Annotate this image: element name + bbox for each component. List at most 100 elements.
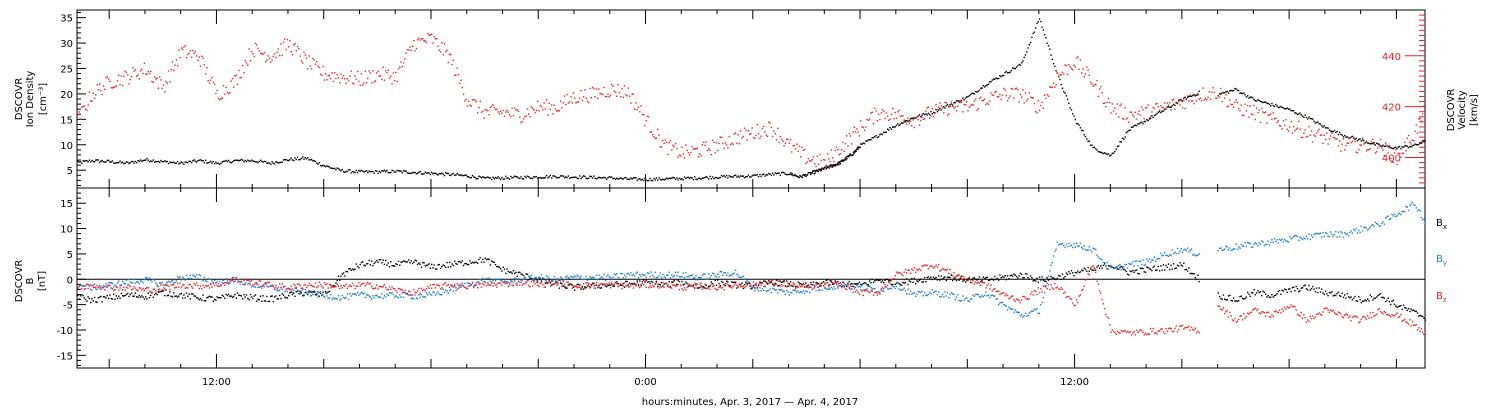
data-point xyxy=(634,177,636,179)
data-point xyxy=(180,47,183,49)
data-point xyxy=(1262,290,1264,292)
data-point xyxy=(990,295,992,297)
data-point xyxy=(466,288,469,290)
data-point xyxy=(1151,259,1153,261)
data-point xyxy=(960,101,963,104)
data-point xyxy=(238,294,240,296)
data-point xyxy=(1077,123,1079,125)
data-point xyxy=(250,280,253,282)
data-point xyxy=(1126,130,1129,133)
data-point xyxy=(201,55,203,57)
data-point xyxy=(810,173,812,176)
data-point xyxy=(1197,274,1199,276)
data-point xyxy=(968,106,970,108)
data-point xyxy=(1194,95,1196,97)
data-point xyxy=(1244,94,1246,96)
data-point xyxy=(1239,92,1241,94)
data-point xyxy=(162,287,165,289)
data-point xyxy=(754,174,756,176)
data-point xyxy=(857,283,859,285)
data-point xyxy=(1257,112,1259,114)
data-point xyxy=(817,283,820,285)
data-point xyxy=(602,283,604,285)
data-point xyxy=(1197,93,1199,95)
data-point xyxy=(300,290,303,292)
data-point xyxy=(746,176,748,178)
data-point xyxy=(128,83,130,85)
data-point xyxy=(371,298,373,300)
data-point xyxy=(134,287,137,289)
data-point xyxy=(309,284,312,286)
data-point xyxy=(1130,270,1133,273)
data-point xyxy=(635,177,637,179)
data-point xyxy=(1105,265,1107,268)
data-point xyxy=(1220,247,1222,249)
data-point xyxy=(1013,67,1015,70)
data-point xyxy=(285,289,287,291)
data-point xyxy=(645,276,647,278)
data-point xyxy=(958,101,960,103)
data-point xyxy=(903,282,905,284)
data-point xyxy=(318,291,320,294)
data-point xyxy=(192,293,194,295)
data-point xyxy=(750,284,752,287)
data-point xyxy=(966,96,968,98)
data-point xyxy=(92,284,94,286)
data-point xyxy=(736,287,738,289)
data-point xyxy=(234,278,236,281)
data-point xyxy=(654,179,656,181)
data-point xyxy=(734,132,737,134)
data-point xyxy=(461,260,463,262)
data-point xyxy=(339,82,341,84)
data-point xyxy=(1285,240,1287,242)
data-point xyxy=(1267,240,1269,242)
data-point xyxy=(242,159,244,161)
data-point xyxy=(888,280,890,282)
data-point xyxy=(613,273,615,275)
data-point xyxy=(1128,129,1130,132)
data-point xyxy=(813,170,815,172)
data-point xyxy=(593,175,595,177)
data-point xyxy=(1360,144,1362,146)
data-point xyxy=(1153,107,1156,110)
data-point xyxy=(475,282,478,284)
data-point xyxy=(411,297,414,299)
data-point xyxy=(1236,101,1239,104)
data-point xyxy=(1378,143,1380,145)
data-point xyxy=(879,134,881,136)
data-point xyxy=(1027,98,1029,100)
data-point xyxy=(141,295,143,297)
data-point xyxy=(383,295,386,297)
data-point xyxy=(1319,232,1322,234)
data-point xyxy=(1175,101,1177,104)
data-point xyxy=(1409,141,1411,143)
data-point xyxy=(479,257,481,259)
data-point xyxy=(659,285,661,288)
data-point xyxy=(122,289,124,291)
data-point xyxy=(266,295,268,298)
data-point xyxy=(539,278,541,281)
data-point xyxy=(348,80,350,82)
data-point xyxy=(770,281,773,283)
data-point xyxy=(747,130,750,132)
data-point xyxy=(664,282,667,285)
data-point xyxy=(496,177,498,179)
data-point xyxy=(132,295,134,297)
data-point xyxy=(854,286,857,289)
data-point xyxy=(969,298,972,301)
data-point xyxy=(1172,98,1175,100)
data-point xyxy=(86,300,88,302)
data-point xyxy=(1029,275,1032,277)
data-point xyxy=(911,277,913,280)
data-point xyxy=(1273,105,1276,108)
data-point xyxy=(392,169,395,172)
data-point xyxy=(1092,85,1094,87)
data-point xyxy=(141,280,143,282)
data-point xyxy=(700,282,702,284)
data-point xyxy=(1124,263,1126,266)
data-point xyxy=(90,161,92,163)
data-point xyxy=(1308,284,1310,287)
data-point xyxy=(593,285,595,287)
data-point xyxy=(533,109,535,111)
data-point xyxy=(1024,312,1027,315)
